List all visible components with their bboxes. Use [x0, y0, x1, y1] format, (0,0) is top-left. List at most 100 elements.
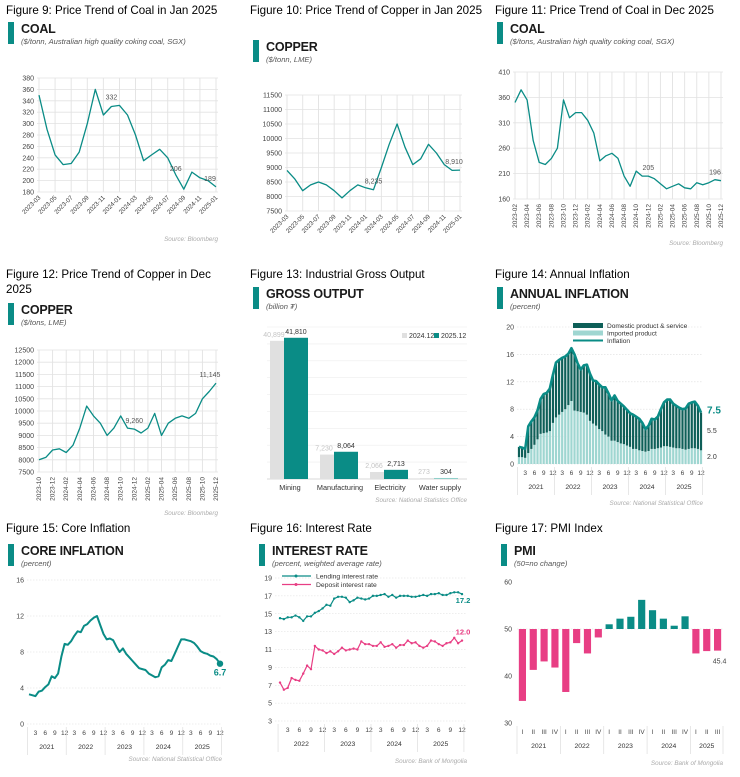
y-tick-label: 40 [504, 674, 512, 681]
bar-domestic [582, 365, 585, 413]
x-tick-label: 12 [139, 730, 147, 737]
bar-value-label: 304 [440, 469, 452, 476]
x-tick-label: 2024-06 [609, 204, 616, 228]
x-tick-label: 3 [34, 730, 38, 737]
x-tick-label: 6 [437, 727, 441, 734]
y-tick-label: 210 [498, 171, 510, 178]
y-tick-label: 9500 [18, 421, 34, 428]
data-point [422, 646, 425, 649]
bar-value-label: 7,230 [315, 446, 333, 453]
figure-caption: Figure 15: Core Inflation [6, 522, 131, 535]
year-label: 2024 [639, 484, 654, 491]
data-point [402, 643, 406, 647]
x-tick-label: 3 [111, 730, 115, 737]
bar-imported [675, 448, 678, 464]
y-tick-label: 220 [22, 167, 34, 174]
price-line [514, 89, 722, 190]
pmi-bar [703, 629, 711, 652]
bar-imported [681, 448, 684, 464]
x-tick-label: 2024-06 [90, 477, 97, 501]
bar-2024.12 [320, 454, 334, 479]
bar-domestic [650, 418, 653, 449]
data-point [363, 642, 367, 646]
year-label: 2025 [676, 484, 691, 491]
data-point [309, 667, 313, 671]
bar-imported [588, 420, 592, 464]
bar-domestic [696, 405, 700, 449]
y-tick-label: 360 [22, 87, 34, 94]
price-line [38, 88, 217, 190]
bar-imported [570, 400, 573, 464]
bar-domestic [693, 401, 696, 449]
chart-subtitle: (percent) [21, 559, 52, 568]
x-tick-label: 2025-02 [145, 477, 152, 501]
data-point [456, 642, 460, 645]
data-point [294, 678, 297, 682]
chart-title: COPPER [266, 40, 318, 54]
bar-domestic [601, 387, 604, 432]
y-tick-label: 180 [22, 190, 34, 197]
quarter-label: I [565, 729, 567, 736]
accent-bar [253, 40, 259, 62]
accent-bar [253, 287, 259, 309]
data-point [360, 640, 363, 643]
chart-subtitle: (billion ₮) [266, 302, 298, 311]
data-point [298, 616, 301, 619]
data-point [418, 594, 421, 598]
y-tick-label: 12 [506, 379, 514, 386]
bar-imported [687, 448, 690, 464]
x-tick-label: 3 [671, 470, 675, 477]
x-tick-label: 6 [644, 470, 648, 477]
quarter-label: III [715, 729, 721, 736]
bar-2024.12 [420, 478, 434, 479]
legend-label: Inflation [607, 338, 630, 345]
data-point [352, 599, 355, 602]
data-point [445, 593, 448, 597]
end-value-label: 17.2 [456, 596, 471, 605]
y-tick-label: 10000 [263, 136, 283, 143]
x-tick-label: 12 [365, 727, 373, 734]
chart-subtitle: ($/tonn, LME) [266, 55, 313, 64]
y-tick-label: 13 [264, 629, 272, 636]
y-tick-label: 11500 [263, 93, 282, 100]
category-label: Mining [279, 483, 301, 492]
bar-domestic [632, 414, 635, 449]
bar-value-label: 40,899 [263, 332, 285, 339]
bar-domestic [635, 416, 638, 449]
data-point [387, 595, 390, 598]
x-tick-label: 9 [402, 727, 406, 734]
y-tick-label: 8000 [266, 194, 282, 201]
data-point [367, 642, 371, 646]
end-label-inflation: 7.5 [707, 406, 721, 417]
accent-bar [501, 544, 507, 566]
data-label: 205 [642, 165, 654, 172]
data-point [383, 592, 386, 596]
data-point [317, 609, 320, 613]
y-tick-label: 10500 [263, 122, 283, 129]
x-tick-label: 2024-10 [633, 204, 640, 228]
x-tick-label: 9 [92, 730, 96, 737]
x-tick-label: 12 [458, 727, 466, 734]
bar-imported [632, 448, 635, 464]
legend-label: Deposit interest rate [316, 582, 377, 589]
bar-imported [533, 444, 536, 464]
bar-domestic [613, 395, 616, 441]
accent-bar [8, 22, 14, 44]
x-tick-label: 2025-06 [172, 477, 179, 501]
x-tick-label: 9 [449, 727, 453, 734]
y-tick-label: 9000 [266, 165, 282, 172]
bar-domestic [684, 408, 687, 450]
pmi-bar [551, 629, 559, 668]
figure-caption: Figure 13: Industrial Gross Output [250, 268, 425, 281]
bar-imported [628, 446, 632, 464]
end-value-label: 45.4 [713, 659, 727, 666]
y-tick-label: 200 [22, 178, 34, 185]
category-label: Water supply [419, 483, 462, 492]
data-point [429, 639, 433, 642]
data-point [422, 593, 425, 597]
y-tick-label: 10000 [15, 409, 35, 416]
data-point [445, 642, 448, 645]
bar-domestic [524, 448, 527, 458]
bar-imported [662, 446, 666, 464]
